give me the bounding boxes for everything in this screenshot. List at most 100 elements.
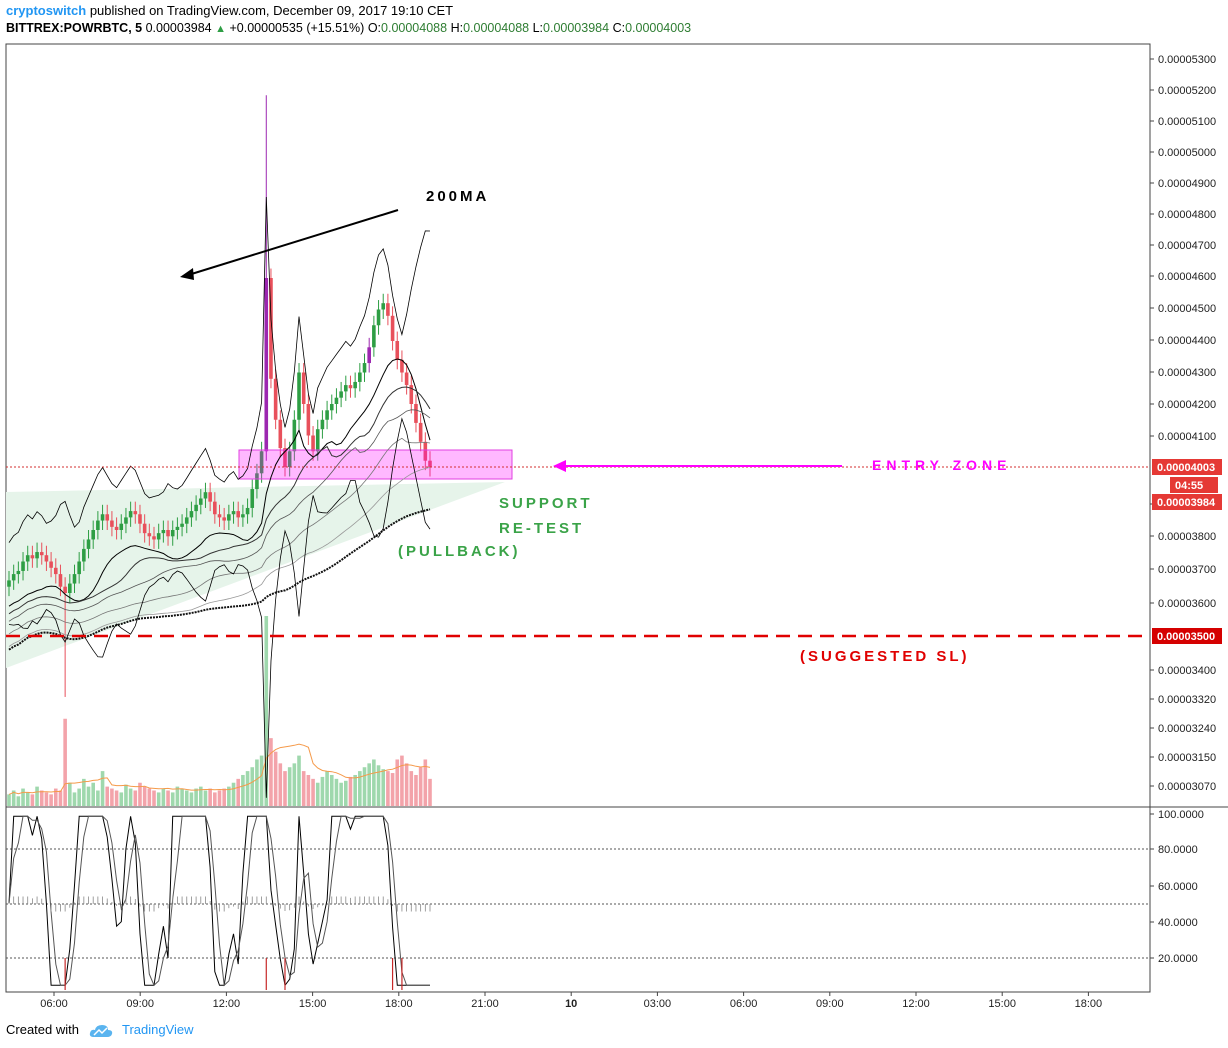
- candle-body: [301, 372, 306, 404]
- volume-bar: [147, 788, 152, 806]
- time-tick-label: 09:00: [816, 998, 844, 1010]
- volume-bar: [278, 763, 283, 806]
- volume-bar: [358, 771, 362, 806]
- created-with-text: Created with: [6, 1022, 79, 1037]
- candle-body: [16, 570, 21, 575]
- volume-bar: [82, 778, 86, 806]
- candle-body: [344, 385, 348, 392]
- price-tick-label: 0.00003600: [1158, 598, 1216, 610]
- volume-bar: [124, 784, 128, 806]
- volume-bar: [213, 792, 217, 806]
- candle-body: [53, 567, 58, 575]
- volume-bar: [353, 774, 357, 806]
- volume-bar: [30, 794, 35, 806]
- time-tick-label: 03:00: [644, 998, 672, 1010]
- time-tick-label: 18:00: [385, 998, 413, 1010]
- volume-bar: [203, 790, 208, 806]
- price-tick-label: 0.00005300: [1158, 54, 1216, 66]
- volume-bar: [198, 786, 203, 806]
- last-price: 0.00003984: [145, 21, 212, 35]
- published-text: published on TradingView.com, December 0…: [89, 3, 454, 18]
- candle-body: [418, 422, 423, 442]
- price-tick-label: 0.00003150: [1158, 752, 1216, 764]
- candle-body: [194, 504, 198, 512]
- candle-body: [91, 530, 95, 540]
- author-link[interactable]: cryptoswitch: [6, 3, 87, 18]
- candle-body: [30, 555, 35, 559]
- time-tick-label: 21:00: [471, 998, 499, 1010]
- volume-bar: [264, 616, 269, 806]
- up-triangle-icon: ▲: [215, 23, 227, 35]
- oscillator-axis[interactable]: 100.0000 80.0000 60.0000 40.0000 20.0000: [1150, 809, 1204, 965]
- volume-bar: [138, 782, 142, 806]
- price-tick-label: 0.00004800: [1158, 209, 1216, 221]
- candle-body: [180, 523, 184, 527]
- candle-body: [376, 309, 381, 326]
- candle-body: [390, 315, 395, 341]
- candle-body: [264, 278, 269, 452]
- price-axis[interactable]: 0.00005300 0.00005200 0.00005100 0.00005000…: [1150, 54, 1216, 793]
- volume-bar: [273, 751, 278, 806]
- candle-body: [325, 410, 329, 420]
- high-label: H:: [450, 21, 464, 35]
- high-value: 0.00004088: [463, 21, 530, 35]
- volume-bar: [184, 790, 189, 806]
- candle-body: [353, 381, 357, 389]
- candle-body: [82, 548, 86, 562]
- volume-bar: [292, 763, 297, 806]
- candle-body: [105, 514, 110, 521]
- volume-bar: [367, 763, 371, 806]
- time-tick-label: 15:00: [299, 998, 327, 1010]
- upper-band-line: [8, 196, 431, 543]
- volume-bar: [194, 788, 198, 806]
- price-tick-label: 0.00003240: [1158, 723, 1216, 735]
- candle-body: [334, 397, 339, 404]
- volume-bar: [348, 776, 353, 806]
- volume-bar: [63, 718, 67, 806]
- candle-body: [231, 511, 236, 515]
- time-axis[interactable]: 06:00 09:00 12:00 15:00 18:00 21:00 10 03:00 06:…: [40, 992, 1102, 1010]
- price-tick-label: 0.00004900: [1158, 178, 1216, 190]
- candle-body: [250, 489, 255, 508]
- candle-body: [119, 523, 124, 530]
- candle-body: [110, 520, 114, 527]
- volume-bar: [231, 782, 236, 806]
- tradingview-link[interactable]: TradingView: [122, 1022, 194, 1037]
- retest-annotation: RE-TEST: [499, 520, 584, 537]
- volume-bar: [329, 774, 334, 806]
- time-tick-label: 10: [565, 998, 577, 1010]
- candle-body: [142, 523, 147, 534]
- volume-bar: [16, 796, 21, 806]
- osc-tick-label: 100.0000: [1158, 809, 1204, 821]
- candle-body: [227, 514, 231, 521]
- pullback-annotation: (PULLBACK): [398, 543, 520, 560]
- volume-bar: [381, 769, 386, 806]
- candle-body: [311, 435, 315, 452]
- candle-body: [21, 561, 25, 571]
- volume-bar: [217, 790, 222, 806]
- candle-body: [297, 372, 301, 420]
- chart-area[interactable]: 200MA ENTRY ZONE SUPPORT RE-TEST (PULLBA…: [0, 0, 1228, 1018]
- volume-bar: [39, 790, 44, 806]
- volume-bar: [156, 792, 161, 806]
- candle-body: [58, 574, 63, 587]
- ma-arrowhead-icon: [180, 268, 194, 280]
- candle-body: [77, 561, 81, 575]
- candle-body: [166, 530, 170, 537]
- osc-tick-label: 40.0000: [1158, 917, 1198, 929]
- ma-annotation: 200MA: [426, 188, 489, 205]
- oscillator-pane: [6, 815, 1150, 990]
- candle-body: [283, 448, 287, 467]
- time-tick-label: 09:00: [126, 998, 154, 1010]
- candle-body: [175, 526, 180, 530]
- price-tick-label: 0.00003320: [1158, 694, 1216, 706]
- candle-body: [63, 586, 67, 593]
- publish-info: cryptoswitch published on TradingView.co…: [6, 3, 453, 18]
- last-price-tag-text: 0.00003984: [1157, 497, 1216, 509]
- candle-body: [236, 511, 241, 518]
- countdown-tag-text: 04:55: [1175, 480, 1203, 492]
- candle-body: [138, 514, 142, 524]
- volume-bar: [170, 792, 175, 806]
- candle-body: [114, 526, 119, 530]
- candle-body: [68, 583, 72, 593]
